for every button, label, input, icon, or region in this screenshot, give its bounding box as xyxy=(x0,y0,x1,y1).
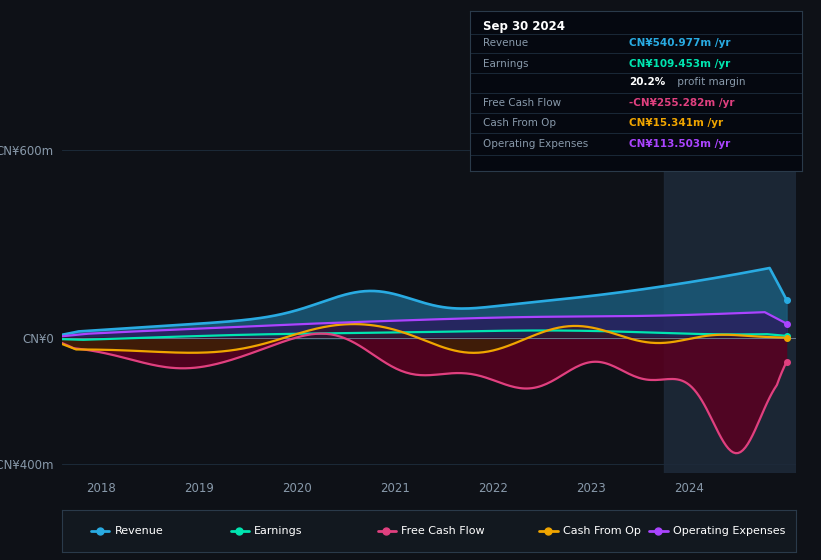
Text: Cash From Op: Cash From Op xyxy=(562,526,640,535)
Text: profit margin: profit margin xyxy=(674,77,745,87)
Bar xyxy=(664,137,796,473)
Text: Operating Expenses: Operating Expenses xyxy=(673,526,786,535)
Text: Free Cash Flow: Free Cash Flow xyxy=(401,526,484,535)
Text: Earnings: Earnings xyxy=(483,59,529,69)
Text: Revenue: Revenue xyxy=(114,526,163,535)
Text: 20.2%: 20.2% xyxy=(629,77,666,87)
Text: CN¥113.503m /yr: CN¥113.503m /yr xyxy=(629,139,731,148)
Text: Free Cash Flow: Free Cash Flow xyxy=(483,98,561,108)
Text: Cash From Op: Cash From Op xyxy=(483,118,556,128)
Text: Operating Expenses: Operating Expenses xyxy=(483,139,588,148)
Text: CN¥540.977m /yr: CN¥540.977m /yr xyxy=(629,38,731,48)
Text: Earnings: Earnings xyxy=(254,526,303,535)
Text: CN¥15.341m /yr: CN¥15.341m /yr xyxy=(629,118,723,128)
Text: Sep 30 2024: Sep 30 2024 xyxy=(483,20,565,33)
Text: -CN¥255.282m /yr: -CN¥255.282m /yr xyxy=(629,98,735,108)
Text: Revenue: Revenue xyxy=(483,38,528,48)
Text: CN¥109.453m /yr: CN¥109.453m /yr xyxy=(629,59,731,69)
